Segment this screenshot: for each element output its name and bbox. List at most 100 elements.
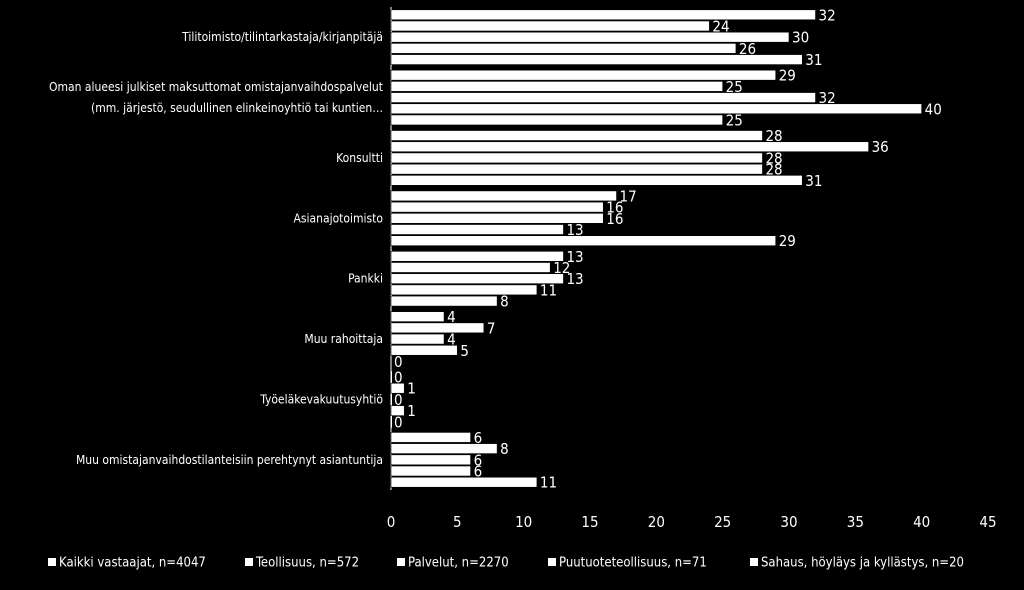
data-label: 8 (500, 293, 509, 311)
bar (390, 465, 471, 477)
data-label: 11 (540, 474, 557, 492)
data-label: 28 (765, 127, 782, 145)
bar (390, 103, 922, 115)
data-label: 12 (553, 259, 570, 277)
legend-label: Sahaus, höyläys ja kyllästys, n=20 (761, 556, 964, 571)
data-label: 17 (620, 187, 637, 205)
bar (390, 250, 564, 262)
data-label: 36 (872, 138, 889, 156)
category-label: Konsultti (336, 151, 383, 165)
category-labels: Tilitoimisto/tilintarkastaja/kirjanpitäj… (49, 30, 383, 467)
x-tick-label: 35 (847, 513, 864, 531)
data-label: 32 (819, 6, 836, 24)
bar (390, 476, 538, 488)
x-tick-label: 25 (714, 513, 731, 531)
bar (390, 262, 551, 273)
category-label: Muu omistajanvaihdostilanteisiin perehty… (76, 453, 383, 467)
data-label: 0 (394, 369, 403, 387)
data-label: 40 (925, 100, 942, 118)
data-label: 25 (726, 78, 743, 96)
bar (390, 295, 498, 307)
bar (390, 114, 723, 126)
bar (390, 382, 405, 394)
legend-swatch (548, 558, 556, 566)
data-label: 4 (447, 331, 456, 349)
legend-swatch (750, 558, 758, 566)
bar (390, 443, 498, 454)
legend: Kaikki vastaajat, n=4047 Teollisuus, n=57… (48, 556, 964, 571)
x-tick-label: 10 (515, 513, 532, 531)
bar (390, 20, 710, 32)
category-label: Asianajotoimisto (294, 211, 384, 225)
bar (390, 273, 564, 284)
data-label: 0 (394, 413, 403, 431)
data-label: 6 (474, 451, 483, 469)
data-label: 32 (819, 89, 836, 107)
bar (390, 235, 777, 247)
data-label: 1 (407, 402, 416, 420)
bar (390, 201, 604, 213)
data-label: 26 (739, 40, 756, 58)
data-label: 0 (394, 353, 403, 371)
x-tick-label: 20 (648, 513, 665, 531)
bar (390, 224, 564, 235)
legend-swatch (397, 558, 405, 566)
x-tick-label: 40 (913, 513, 930, 531)
x-tick-label: 30 (780, 513, 797, 531)
data-label: 13 (566, 270, 583, 288)
data-labels: 3224302631292532402528362828311716161329… (394, 6, 942, 491)
bar (390, 213, 604, 224)
legend-label: Palvelut, n=2270 (408, 556, 509, 571)
data-label: 28 (765, 149, 782, 167)
data-label: 16 (606, 199, 623, 217)
category-label: Pankki (348, 272, 383, 286)
bar (390, 333, 445, 345)
legend-label: Teollisuus, n=572 (255, 556, 359, 571)
bar (390, 284, 538, 296)
bar (390, 405, 405, 416)
bar (390, 163, 763, 175)
data-label: 13 (566, 248, 583, 266)
bar (390, 152, 763, 164)
data-label: 1 (407, 380, 416, 398)
category-label: Työeläkevakuutusyhtiö (259, 392, 383, 406)
data-label: 7 (487, 319, 496, 337)
data-label: 0 (394, 391, 403, 409)
data-label: 4 (447, 308, 456, 326)
bars (390, 9, 922, 488)
data-label: 5 (460, 342, 469, 360)
x-tick-label: 0 (387, 513, 396, 531)
x-tick-label: 45 (979, 513, 996, 531)
bar (390, 344, 458, 356)
legend-label: Puutuoteteollisuus, n=71 (559, 556, 707, 571)
bar (390, 43, 737, 54)
bar (390, 432, 471, 443)
x-tick-label: 5 (453, 513, 462, 531)
bar (390, 311, 445, 322)
data-label: 31 (805, 51, 822, 69)
group-divider (391, 371, 392, 428)
data-label: 29 (779, 232, 796, 250)
category-label: (mm. järjestö, seudullinen elinkeinoyhti… (91, 101, 383, 115)
bar (390, 454, 471, 466)
bar (390, 322, 485, 334)
category-label: Muu rahoittaja (304, 332, 383, 346)
bar (390, 175, 803, 186)
data-label: 31 (805, 172, 822, 190)
bar (390, 141, 869, 153)
data-label: 6 (474, 429, 483, 447)
bar (390, 69, 777, 81)
category-label: Tilitoimisto/tilintarkastaja/kirjanpitäj… (181, 30, 383, 44)
bar (390, 190, 617, 202)
data-label: 24 (712, 17, 729, 35)
bar (390, 9, 816, 21)
data-label: 28 (765, 161, 782, 179)
category-label: Oman alueesi julkiset maksuttomat omista… (49, 80, 383, 94)
x-tick-label: 15 (581, 513, 598, 531)
bar (390, 92, 816, 103)
bar (390, 31, 790, 43)
legend-swatch (48, 558, 56, 566)
data-label: 16 (606, 210, 623, 228)
bar (390, 81, 723, 92)
